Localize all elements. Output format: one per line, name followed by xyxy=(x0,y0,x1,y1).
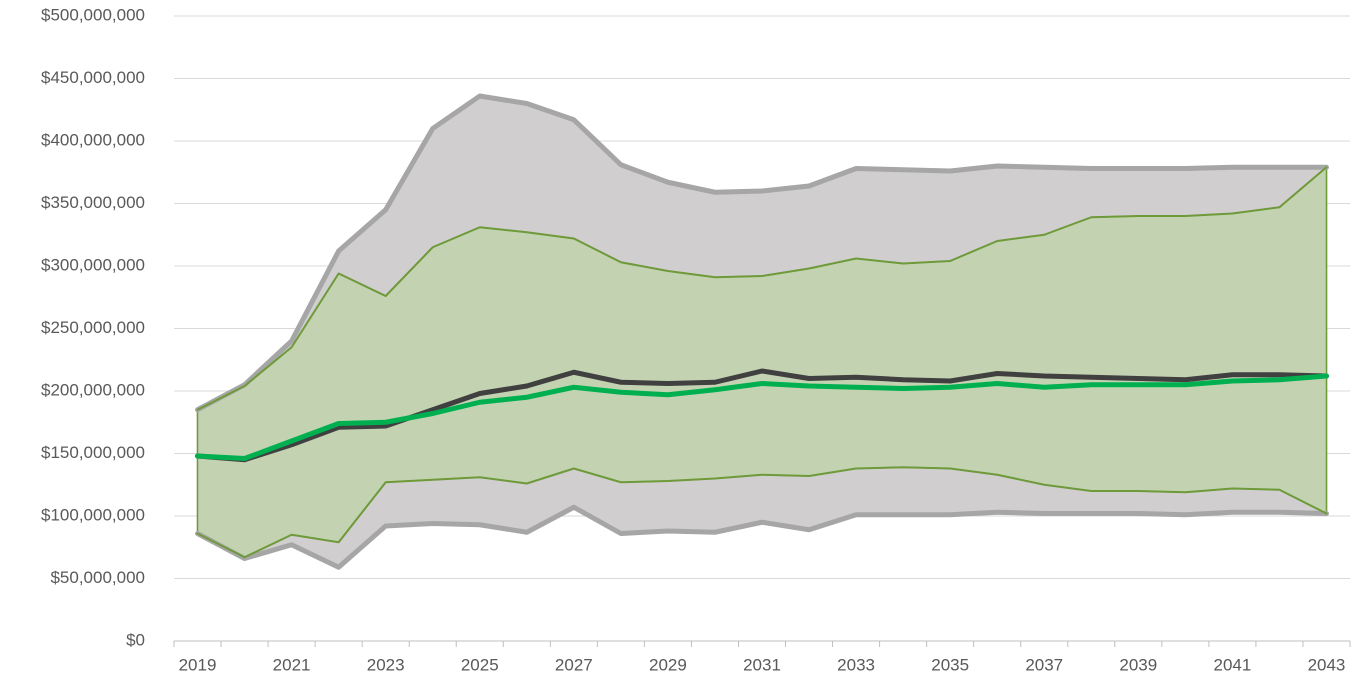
x-tick-label: 2037 xyxy=(1025,655,1063,674)
x-tick-label: 2035 xyxy=(931,655,969,674)
x-tick-label: 2031 xyxy=(743,655,781,674)
y-tick-label: $250,000,000 xyxy=(41,318,145,337)
y-tick-label: $500,000,000 xyxy=(41,5,145,24)
x-tick-label: 2027 xyxy=(555,655,593,674)
x-tick-label: 2043 xyxy=(1308,655,1346,674)
x-tick-label: 2019 xyxy=(179,655,217,674)
y-tick-label: $450,000,000 xyxy=(41,68,145,87)
y-tick-label: $350,000,000 xyxy=(41,193,145,212)
x-tick-label: 2033 xyxy=(837,655,875,674)
y-tick-label: $0 xyxy=(126,630,145,649)
x-tick-label: 2023 xyxy=(367,655,405,674)
series-line xyxy=(195,373,1329,461)
series-line xyxy=(196,166,1328,411)
y-tick-label: $100,000,000 xyxy=(41,505,145,524)
series-line xyxy=(195,368,1329,463)
y-tick-label: $50,000,000 xyxy=(50,568,145,587)
x-tick-label: 2039 xyxy=(1119,655,1157,674)
x-tick-label: 2021 xyxy=(273,655,311,674)
y-tick-label: $400,000,000 xyxy=(41,130,145,149)
series-line xyxy=(195,93,1329,413)
x-tick-label: 2025 xyxy=(461,655,499,674)
x-tick-label: 2041 xyxy=(1213,655,1251,674)
y-tick-label: $300,000,000 xyxy=(41,255,145,274)
series-line xyxy=(195,504,1329,570)
y-tick-label: $200,000,000 xyxy=(41,380,145,399)
x-tick-label: 2029 xyxy=(649,655,687,674)
y-tick-label: $150,000,000 xyxy=(41,443,145,462)
series-line xyxy=(196,466,1328,559)
